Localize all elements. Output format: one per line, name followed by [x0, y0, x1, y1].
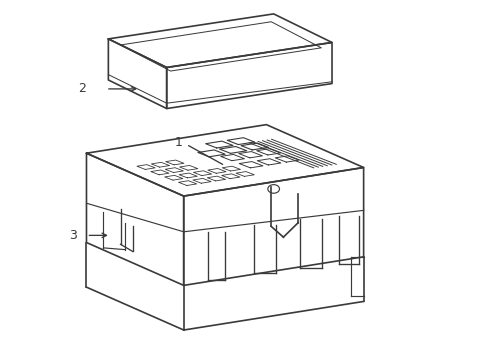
- Text: 2: 2: [79, 82, 86, 95]
- Text: 1: 1: [175, 136, 183, 149]
- Text: 3: 3: [69, 229, 77, 242]
